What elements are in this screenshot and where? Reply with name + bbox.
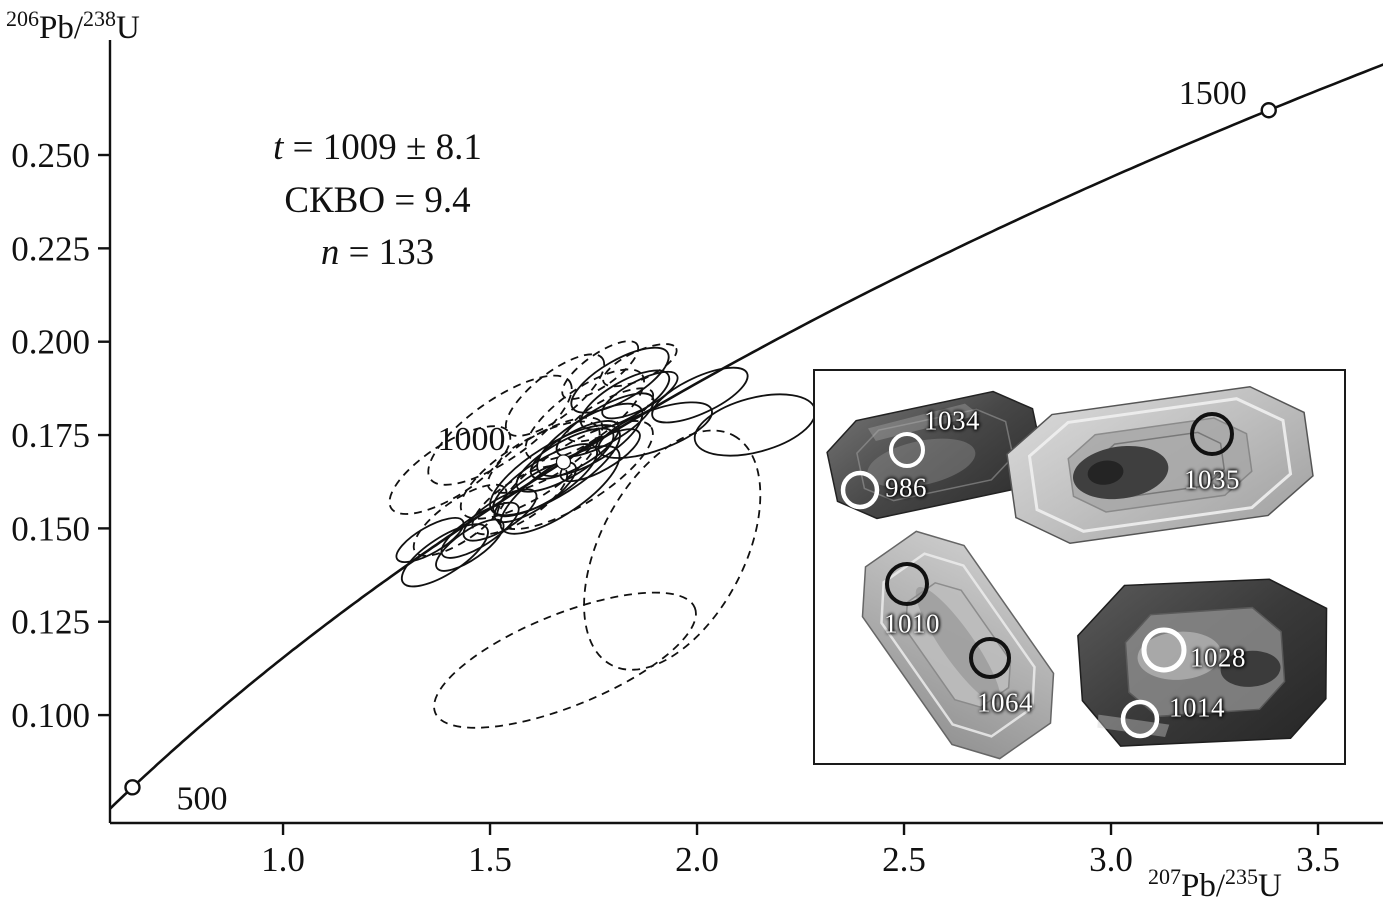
- stats-age-line: t = 1009 ± 8.1: [273, 127, 482, 168]
- spot-ring-1064: [969, 637, 1011, 679]
- spot-ring-986: [840, 470, 880, 510]
- y-tick-label: 0.175: [11, 416, 90, 455]
- y-axis-title-mass2: 238: [83, 6, 117, 31]
- concordia-age-marker: [1260, 102, 1277, 119]
- spot-ring-1028: [1141, 627, 1187, 673]
- error-ellipse-dashed: [459, 420, 601, 520]
- zircon-grain-3: [861, 530, 1055, 760]
- spot-ring-1035: [1190, 412, 1234, 456]
- spot-age-label-1010: 1010: [884, 608, 940, 639]
- y-tick-label: 0.250: [11, 136, 90, 175]
- error-ellipse-dashed: [583, 429, 762, 671]
- error-ellipse-solid: [693, 393, 817, 457]
- error-ellipse-dashed: [412, 483, 508, 557]
- spot-age-label-1014: 1014: [1169, 692, 1225, 723]
- error-ellipse-dashed: [504, 353, 606, 437]
- x-tick-label: 3.5: [1296, 840, 1340, 879]
- error-ellipse-solid: [559, 428, 641, 483]
- error-ellipse-dashed: [566, 387, 655, 443]
- x-axis-title: 207Pb/235U: [1148, 864, 1282, 905]
- error-ellipse-solid: [435, 518, 505, 572]
- y-tick-label: 0.125: [11, 603, 90, 642]
- x-tick-label: 3.0: [1089, 840, 1133, 879]
- concordia-age-marker: [124, 779, 141, 796]
- x-tick-label: 1.5: [468, 840, 512, 879]
- stats-n-line: n = 133: [320, 232, 435, 274]
- spot-age-label-1064: 1064: [977, 687, 1033, 718]
- spot-ring-1034: [889, 432, 925, 468]
- error-ellipse-solid: [570, 346, 670, 414]
- x-axis-title-slash: /: [1215, 868, 1226, 904]
- error-ellipse-dashed: [471, 464, 569, 536]
- error-ellipses: [388, 340, 817, 729]
- concordia-age-label: 500: [176, 780, 227, 817]
- y-axis-title-mass1: 206: [6, 6, 39, 31]
- spot-age-label-1034: 1034: [924, 405, 980, 436]
- y-tick-label: 0.225: [11, 229, 90, 268]
- x-axis-title-el2: U: [1258, 868, 1282, 904]
- spot-age-label-986: 986: [885, 472, 927, 503]
- y-tick-label: 0.100: [11, 696, 90, 735]
- error-ellipse-solid: [395, 517, 465, 563]
- spot-age-label-1028: 1028: [1190, 642, 1246, 673]
- spot-ring-1010: [885, 562, 929, 606]
- zircon-grain-1: [826, 390, 1044, 520]
- y-axis-title-el1: Pb: [39, 10, 74, 46]
- error-ellipse-dashed: [561, 340, 640, 400]
- x-axis-title-mass1: 207: [1148, 864, 1181, 889]
- concordia-age-label: 1500: [1179, 75, 1247, 112]
- error-ellipse-dashed: [388, 425, 512, 515]
- spot-age-label-1035: 1035: [1184, 464, 1240, 495]
- zircon-cl-images: [826, 385, 1328, 760]
- y-tick-label: 0.150: [11, 509, 90, 548]
- error-ellipse-solid: [400, 523, 489, 588]
- y-tick-label: 0.200: [11, 323, 90, 362]
- zircon-grain-2: [1006, 385, 1314, 545]
- zircon-cl-inset: 1034 986 1035 1010 1064 1028 1014: [813, 369, 1346, 765]
- y-axis-title: 206Pb/238U: [6, 6, 140, 47]
- x-tick-label: 1.0: [261, 840, 305, 879]
- stats-annotation: t = 1009 ± 8.1 СКВО = 9.4 n = 133: [205, 122, 550, 280]
- x-axis-title-el1: Pb: [1181, 868, 1216, 904]
- x-axis-title-mass2: 235: [1225, 864, 1259, 889]
- x-tick-label: 2.5: [882, 840, 926, 879]
- x-tick-label: 2.0: [675, 840, 719, 879]
- stats-mswd-line: СКВО = 9.4: [284, 179, 471, 221]
- spot-ring-1014: [1120, 699, 1160, 739]
- y-axis-title-slash: /: [73, 10, 84, 46]
- error-ellipse-dashed: [602, 343, 678, 388]
- error-ellipse-dashed: [433, 591, 697, 729]
- concordia-age-label: 1000: [437, 421, 505, 458]
- weighted-mean-point: [555, 454, 572, 470]
- error-ellipse-dashed: [427, 374, 573, 486]
- error-ellipse-solid: [651, 366, 749, 424]
- y-axis-title-el2: U: [116, 10, 140, 46]
- concordia-curve: [110, 63, 1383, 811]
